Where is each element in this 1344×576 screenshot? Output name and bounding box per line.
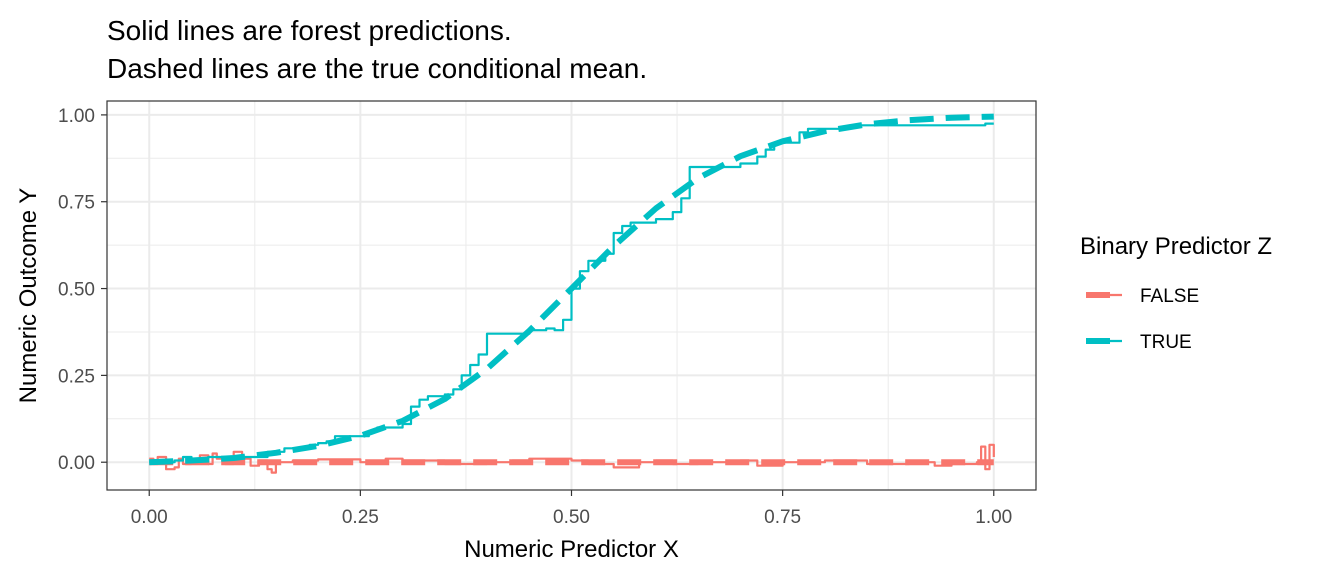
x-tick-label: 0.25 (342, 507, 379, 528)
series-line-true-true-mean (149, 113, 994, 466)
x-tick-label: 0.75 (764, 507, 801, 528)
y-axis-label: Numeric Outcome Y (15, 188, 42, 404)
plot-panel (106, 100, 1037, 491)
x-axis-label: Numeric Predictor X (464, 536, 679, 563)
y-tick-label: 0.75 (58, 193, 95, 214)
chart-title-line-2: Dashed lines are the true conditional me… (107, 53, 647, 84)
legend: Binary Predictor Z FALSE TRUE (1080, 233, 1272, 353)
x-tick-label: 0.50 (553, 507, 590, 528)
y-tick-label: 0.50 (58, 280, 95, 301)
y-tick-label: 0.25 (58, 366, 95, 387)
legend-label-false: FALSE (1140, 286, 1199, 307)
y-tick-label: 1.00 (58, 106, 95, 127)
legend-entries: FALSE TRUE (1086, 286, 1199, 353)
y-tick-label: 0.00 (58, 453, 95, 474)
x-tick-label: 0.00 (131, 507, 168, 528)
chart-title-line-1: Solid lines are forest predictions. (107, 15, 512, 46)
axes: 0.00 0.25 0.50 0.75 1.00 0.00 0.25 0.50 0.75 1.00 (58, 106, 1012, 528)
x-tick-label: 1.00 (975, 507, 1012, 528)
series-layer (149, 113, 995, 474)
legend-label-true: TRUE (1140, 332, 1192, 353)
legend-title: Binary Predictor Z (1080, 233, 1272, 260)
